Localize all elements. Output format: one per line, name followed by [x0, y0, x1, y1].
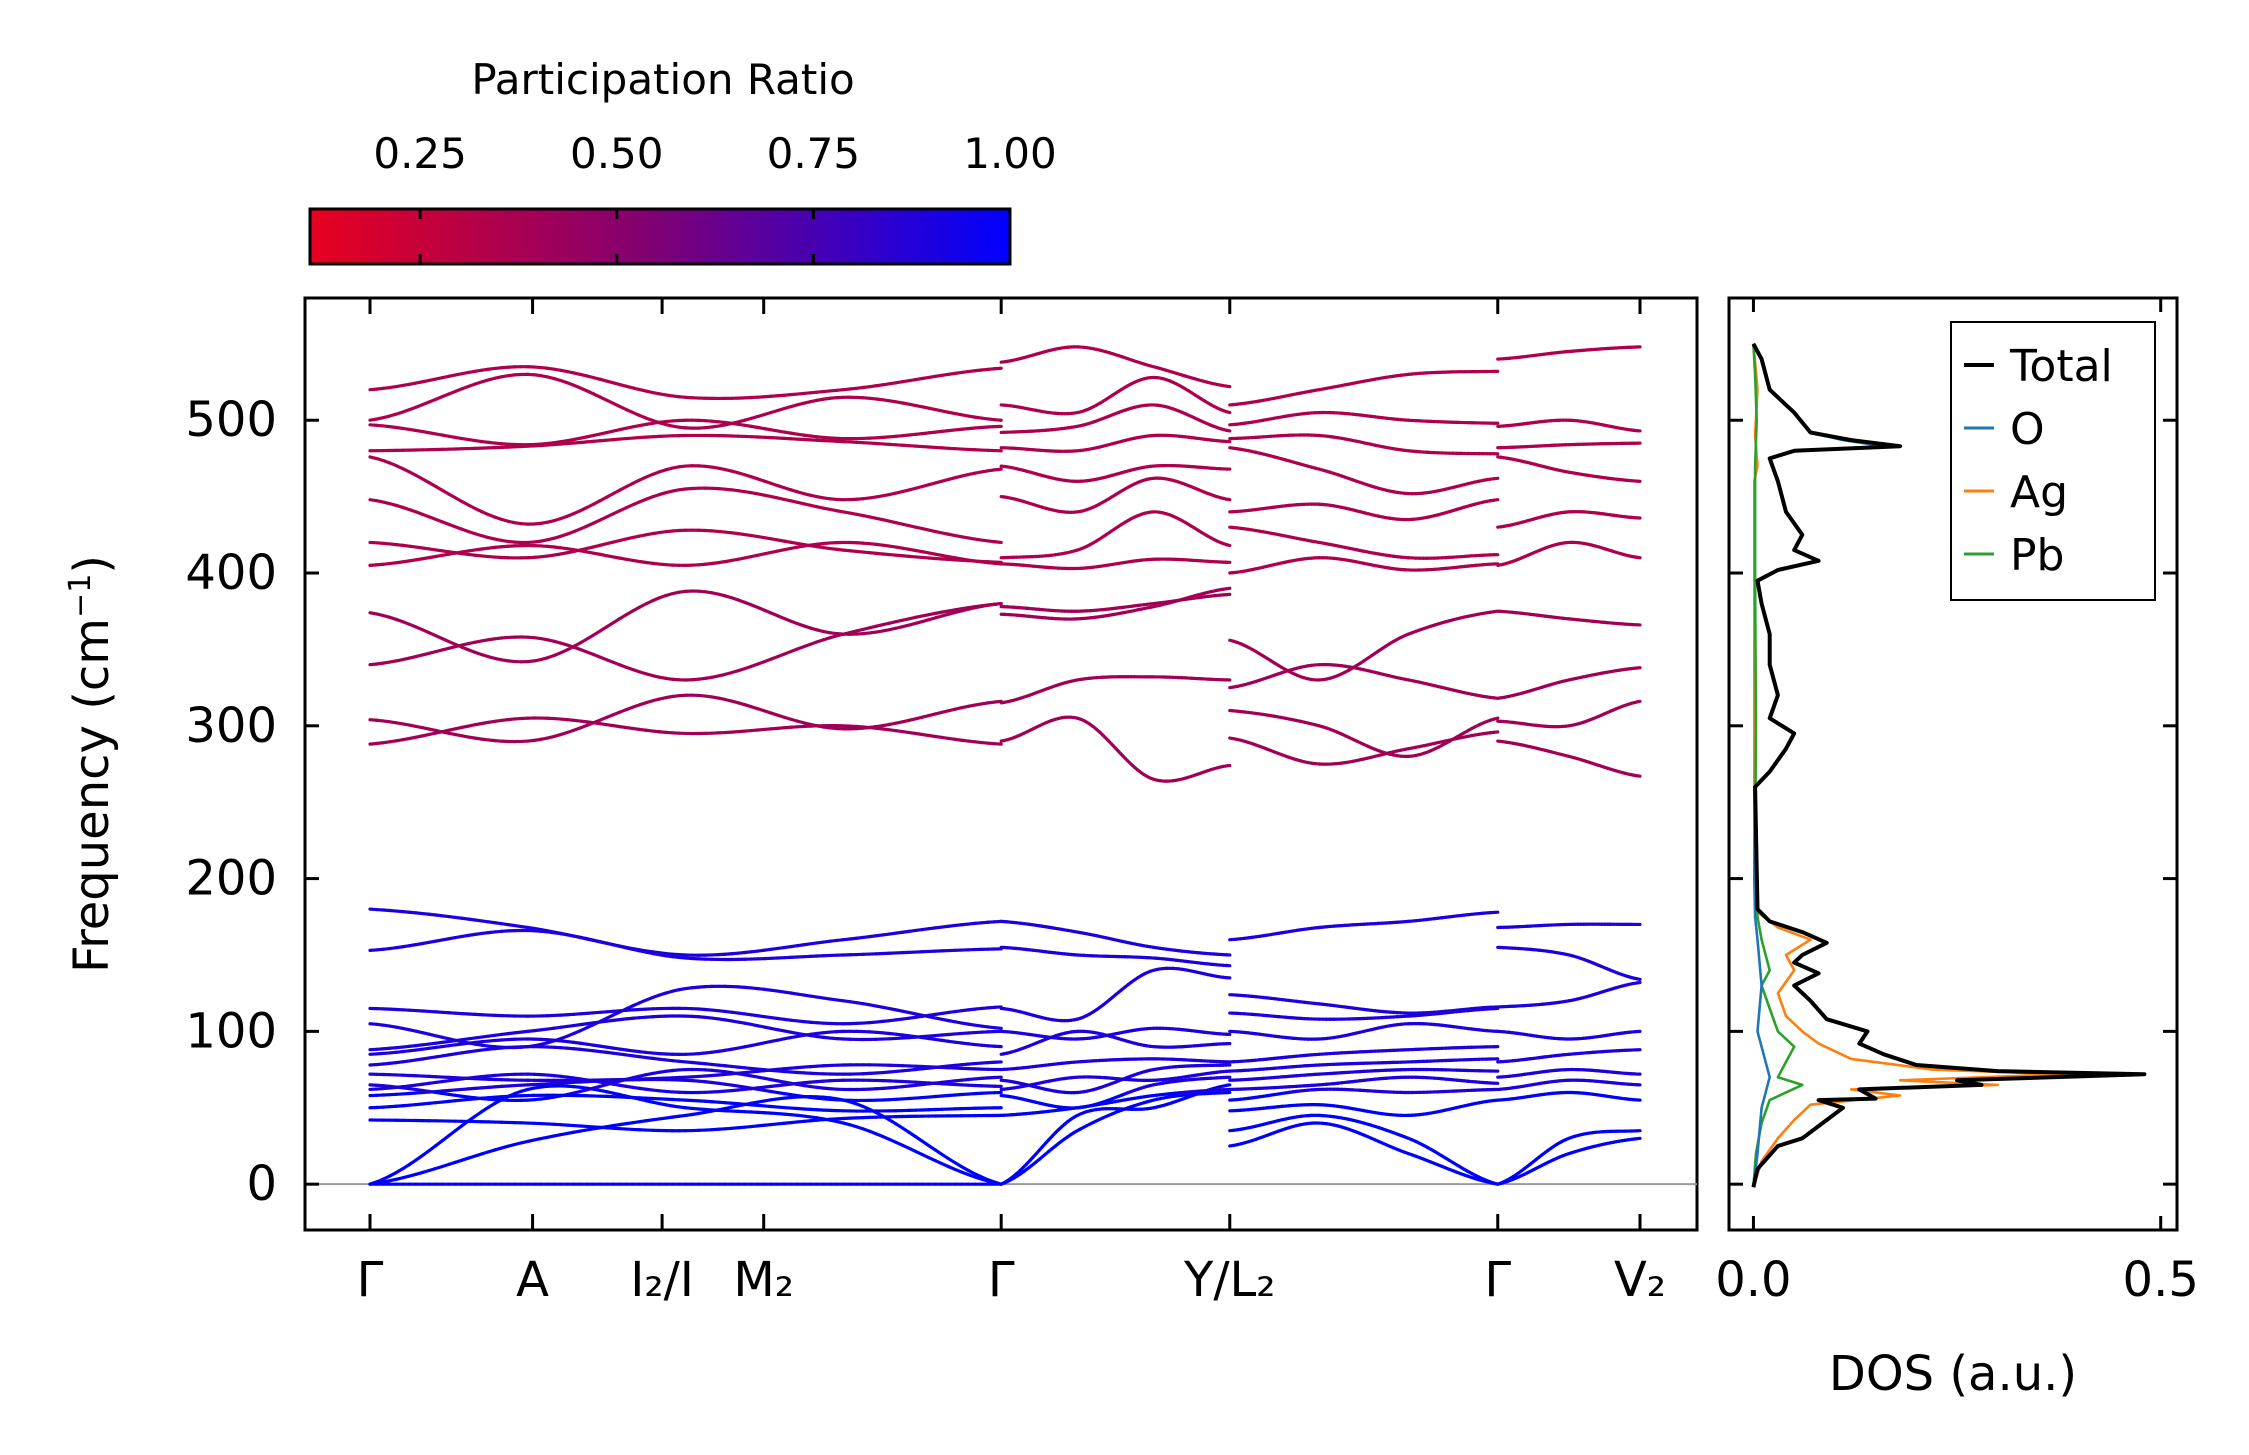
phonon-band	[999, 919, 1232, 957]
phonon-bands	[368, 345, 1642, 1186]
phonon-band	[1228, 1121, 1500, 1186]
phonon-band	[999, 1029, 1232, 1056]
band-segment	[1225, 543, 1232, 548]
colorbar-tick-label: 0.50	[570, 129, 664, 178]
phonon-band	[368, 486, 1003, 545]
band-segment	[1225, 1083, 1232, 1087]
phonon-band	[368, 693, 1003, 744]
phonon-band	[999, 463, 1232, 483]
phonon-band	[368, 418, 1003, 447]
phonon-band	[999, 966, 1232, 1023]
phonon-band	[368, 1067, 1003, 1103]
colorbar	[308, 207, 1012, 266]
phonon-band	[368, 601, 1003, 682]
band-segment	[993, 601, 1003, 606]
phonon-band	[368, 1005, 1003, 1026]
phonon-band	[999, 510, 1232, 560]
colorbar-ticks: 0.25 0.50 0.75 1.00	[373, 129, 1057, 264]
phonon-band	[368, 1093, 1003, 1113]
band-segment	[1225, 410, 1232, 415]
phonon-band	[999, 1063, 1232, 1095]
phonon-band	[368, 907, 1003, 957]
phonon-band	[368, 433, 1003, 453]
phonon-band	[999, 476, 1232, 514]
colorbar-tick-label: 0.75	[767, 129, 861, 178]
phonon-band	[999, 433, 1232, 453]
phonon-band	[1228, 1098, 1500, 1118]
phonon-band	[999, 557, 1232, 571]
phonon-band	[999, 586, 1232, 621]
phonon-band	[1228, 1067, 1500, 1082]
band-segment	[993, 699, 1003, 704]
phonon-band	[368, 1014, 1003, 1052]
phonon-band	[368, 455, 1003, 526]
phonon-band	[368, 365, 1003, 401]
phonon-band	[1228, 1075, 1500, 1092]
phonon-band	[1228, 1045, 1500, 1064]
phonon-band	[999, 592, 1232, 613]
band-segment	[993, 540, 1003, 545]
band-segment	[993, 418, 1003, 422]
phonon-band	[1228, 1087, 1500, 1102]
phonon-band	[368, 540, 1003, 567]
phonon-band	[999, 1057, 1232, 1072]
band-segment	[993, 467, 1003, 472]
phonon-band	[368, 589, 1003, 664]
phonon-band	[368, 528, 1003, 564]
colorbar-tick-label: 1.00	[963, 129, 1057, 178]
phonon-band	[999, 375, 1232, 416]
phonon-band	[1228, 1113, 1500, 1186]
phonon-band	[999, 715, 1232, 783]
band-segment	[1225, 428, 1232, 433]
phonon-band	[999, 675, 1232, 705]
phonon-band	[999, 945, 1232, 968]
colorbar-tick-label: 0.25	[373, 129, 467, 178]
phonon-band	[368, 1063, 1003, 1082]
phonon-band	[999, 345, 1232, 389]
phonon-band	[368, 372, 1003, 430]
phonon-band	[999, 1090, 1232, 1186]
band-segment	[993, 1026, 1003, 1030]
phonon-band	[999, 1075, 1232, 1110]
phonon-band	[368, 1029, 1003, 1056]
band-segment	[1225, 497, 1232, 502]
phonon-band	[1228, 1057, 1500, 1073]
phonon-band	[368, 1095, 1003, 1186]
phonon-band	[999, 1083, 1232, 1186]
phonon-band	[999, 403, 1232, 435]
phonon-band	[368, 984, 1003, 1050]
colorbar-title: Participation Ratio	[471, 55, 854, 104]
phonon-band	[368, 1113, 1003, 1133]
phonon-band	[999, 1026, 1232, 1041]
